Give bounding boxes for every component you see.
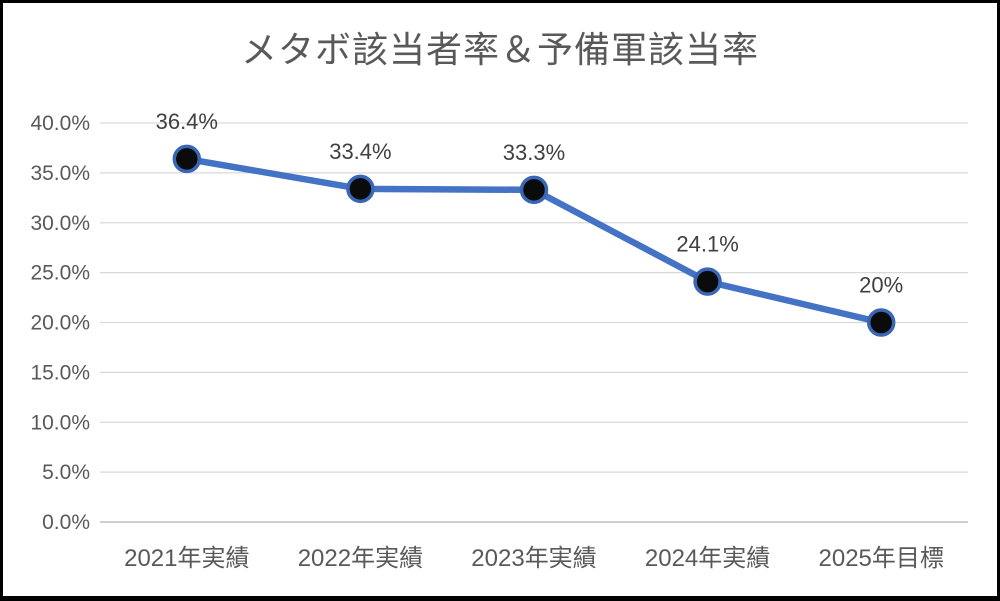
y-axis-tick-label: 0.0% [42, 511, 90, 534]
y-axis-tick-label: 35.0% [30, 162, 90, 185]
data-point-marker [346, 174, 375, 204]
y-axis-tick-label: 25.0% [30, 262, 90, 285]
data-point-label: 33.3% [503, 140, 565, 165]
data-point-label: 20% [859, 273, 903, 298]
y-axis-tick-label: 30.0% [30, 212, 90, 235]
data-point-label: 33.4% [329, 139, 391, 164]
data-point-marker [866, 308, 896, 337]
y-axis-tick-label: 15.0% [30, 361, 90, 384]
x-axis-tick-label: 2023年実績 [471, 545, 596, 572]
y-axis-tick-label: 40.0% [30, 112, 90, 135]
x-axis-tick-label: 2024年実績 [645, 545, 770, 572]
y-axis-tick-label: 10.0% [30, 411, 90, 434]
data-point-label: 24.1% [676, 232, 738, 257]
x-axis-tick-label: 2021年実績 [124, 545, 249, 572]
y-axis-tick-label: 5.0% [42, 461, 90, 484]
x-axis-tick-label: 2025年目標 [819, 545, 944, 572]
data-point-label: 36.4% [156, 109, 218, 134]
data-point-marker [519, 175, 549, 205]
x-axis-tick-label: 2022年実績 [298, 545, 423, 572]
data-point-marker [693, 267, 722, 296]
y-axis-tick-label: 20.0% [30, 312, 90, 335]
data-point-marker [172, 144, 202, 174]
